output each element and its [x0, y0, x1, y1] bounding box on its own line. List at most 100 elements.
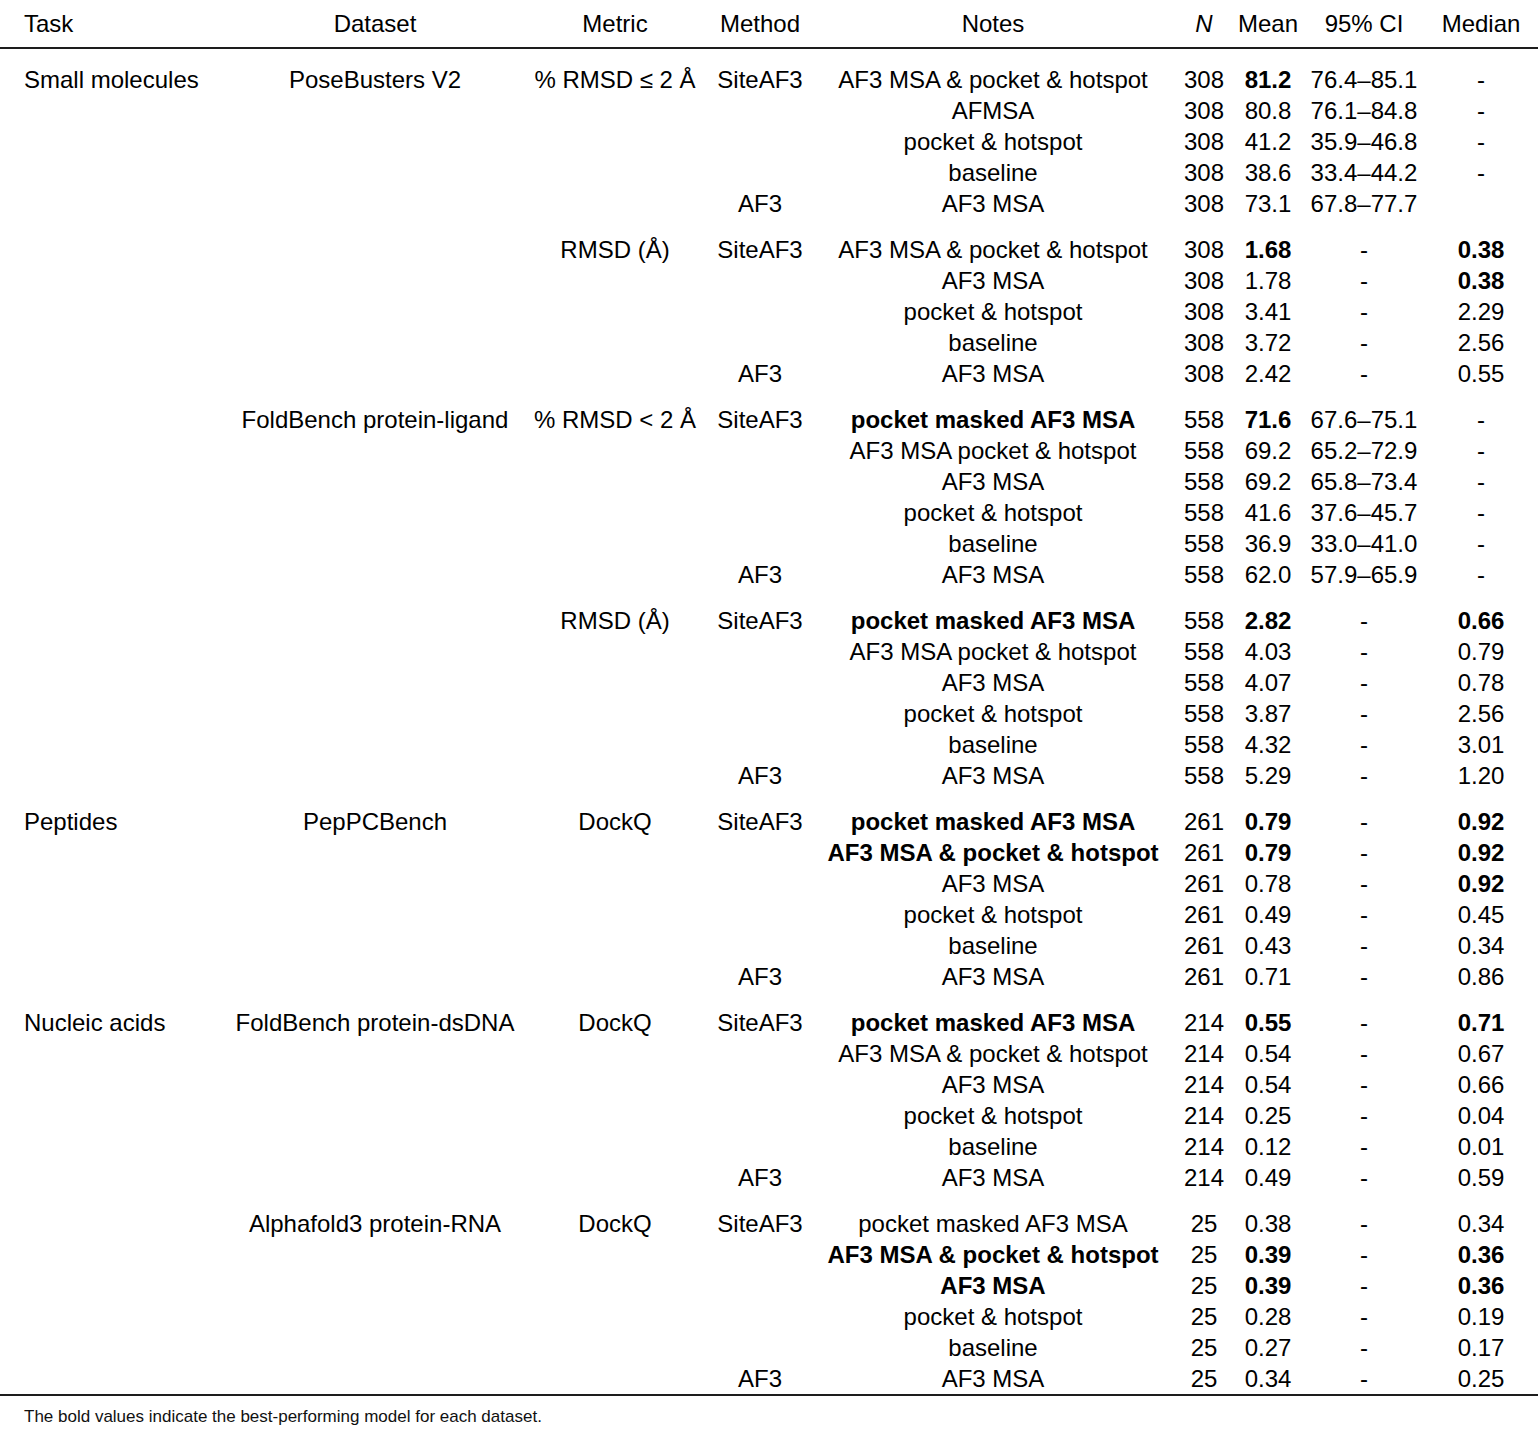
- notes-cell: AF3 MSA: [810, 559, 1176, 590]
- dataset-cell: FoldBench protein-dsDNA: [230, 992, 520, 1038]
- mean-cell: 0.28: [1232, 1301, 1304, 1332]
- notes-cell: AF3 MSA: [810, 466, 1176, 497]
- mean-cell: 69.2: [1232, 435, 1304, 466]
- dataset-cell: [230, 930, 520, 961]
- mean-cell: 0.43: [1232, 930, 1304, 961]
- median-cell: [1424, 188, 1538, 219]
- table-row: Nucleic acidsFoldBench protein-dsDNADock…: [0, 992, 1538, 1038]
- task-cell: [0, 1301, 230, 1332]
- dataset-cell: [230, 1038, 520, 1069]
- mean-cell: 3.72: [1232, 327, 1304, 358]
- median-cell: 0.36: [1424, 1270, 1538, 1301]
- notes-cell: pocket masked AF3 MSA: [810, 389, 1176, 435]
- task-cell: [0, 760, 230, 791]
- dataset-cell: [230, 95, 520, 126]
- dataset-cell: [230, 296, 520, 327]
- metric-cell: [520, 157, 710, 188]
- dataset-cell: [230, 636, 520, 667]
- task-cell: [0, 1100, 230, 1131]
- method-cell: [710, 1038, 810, 1069]
- median-cell: 0.38: [1424, 219, 1538, 265]
- notes-cell: pocket masked AF3 MSA: [810, 791, 1176, 837]
- dataset-cell: [230, 559, 520, 590]
- column-header-dataset: Dataset: [230, 0, 520, 48]
- mean-cell: 0.49: [1232, 899, 1304, 930]
- method-cell: [710, 466, 810, 497]
- notes-cell: AF3 MSA: [810, 760, 1176, 791]
- n-cell: 261: [1176, 868, 1232, 899]
- task-cell: [0, 930, 230, 961]
- task-cell: [0, 389, 230, 435]
- n-cell: 261: [1176, 930, 1232, 961]
- metric-cell: [520, 1100, 710, 1131]
- median-cell: 1.20: [1424, 760, 1538, 791]
- table-row: PeptidesPepPCBenchDockQSiteAF3pocket mas…: [0, 791, 1538, 837]
- median-cell: 0.78: [1424, 667, 1538, 698]
- metric-cell: % RMSD < 2 Å: [520, 389, 710, 435]
- ci-cell: -: [1304, 590, 1424, 636]
- ci-cell: -: [1304, 899, 1424, 930]
- dataset-cell: [230, 729, 520, 760]
- ci-cell: -: [1304, 698, 1424, 729]
- median-cell: 0.92: [1424, 791, 1538, 837]
- table-row: AF3 MSA250.39-0.36: [0, 1270, 1538, 1301]
- mean-cell: 0.71: [1232, 961, 1304, 992]
- ci-cell: -: [1304, 1162, 1424, 1193]
- notes-cell: AF3 MSA pocket & hotspot: [810, 636, 1176, 667]
- table-row: AF3 MSA pocket & hotspot55869.265.2–72.9…: [0, 435, 1538, 466]
- ci-cell: -: [1304, 868, 1424, 899]
- ci-cell: 37.6–45.7: [1304, 497, 1424, 528]
- task-cell: [0, 265, 230, 296]
- mean-cell: 0.27: [1232, 1332, 1304, 1363]
- ci-cell: 65.2–72.9: [1304, 435, 1424, 466]
- task-cell: [0, 1270, 230, 1301]
- mean-cell: 0.39: [1232, 1270, 1304, 1301]
- task-cell: [0, 1239, 230, 1270]
- ci-cell: -: [1304, 1069, 1424, 1100]
- ci-cell: -: [1304, 1239, 1424, 1270]
- n-cell: 308: [1176, 157, 1232, 188]
- ci-cell: 76.4–85.1: [1304, 48, 1424, 95]
- task-cell: Small molecules: [0, 48, 230, 95]
- median-cell: -: [1424, 466, 1538, 497]
- ci-cell: 35.9–46.8: [1304, 126, 1424, 157]
- table-row: pocket & hotspot30841.235.9–46.8-: [0, 126, 1538, 157]
- method-cell: [710, 95, 810, 126]
- ci-cell: -: [1304, 1131, 1424, 1162]
- n-cell: 261: [1176, 961, 1232, 992]
- dataset-cell: [230, 1100, 520, 1131]
- method-cell: AF3: [710, 1162, 810, 1193]
- table-row: pocket & hotspot2610.49-0.45: [0, 899, 1538, 930]
- metric-cell: [520, 1332, 710, 1363]
- method-cell: [710, 265, 810, 296]
- method-cell: AF3: [710, 1363, 810, 1394]
- notes-cell: pocket masked AF3 MSA: [810, 992, 1176, 1038]
- table-body: Small moleculesPoseBusters V2% RMSD ≤ 2 …: [0, 48, 1538, 1394]
- median-cell: 0.34: [1424, 1193, 1538, 1239]
- table-row: AF3 MSA pocket & hotspot5584.03-0.79: [0, 636, 1538, 667]
- metric-cell: RMSD (Å): [520, 590, 710, 636]
- table-row: AF3 MSA55869.265.8–73.4-: [0, 466, 1538, 497]
- method-cell: SiteAF3: [710, 791, 810, 837]
- notes-cell: baseline: [810, 528, 1176, 559]
- ci-cell: -: [1304, 760, 1424, 791]
- task-cell: [0, 729, 230, 760]
- metric-cell: DockQ: [520, 791, 710, 837]
- task-cell: Peptides: [0, 791, 230, 837]
- method-cell: [710, 636, 810, 667]
- notes-cell: AF3 MSA: [810, 1069, 1176, 1100]
- metric-cell: [520, 1162, 710, 1193]
- dataset-cell: [230, 961, 520, 992]
- task-cell: [0, 899, 230, 930]
- task-cell: [0, 126, 230, 157]
- method-cell: SiteAF3: [710, 590, 810, 636]
- median-cell: 2.56: [1424, 327, 1538, 358]
- table-row: AF3 MSA5584.07-0.78: [0, 667, 1538, 698]
- median-cell: 0.92: [1424, 868, 1538, 899]
- dataset-cell: [230, 265, 520, 296]
- n-cell: 558: [1176, 466, 1232, 497]
- task-cell: [0, 1069, 230, 1100]
- median-cell: -: [1424, 48, 1538, 95]
- notes-cell: pocket & hotspot: [810, 698, 1176, 729]
- median-cell: 2.29: [1424, 296, 1538, 327]
